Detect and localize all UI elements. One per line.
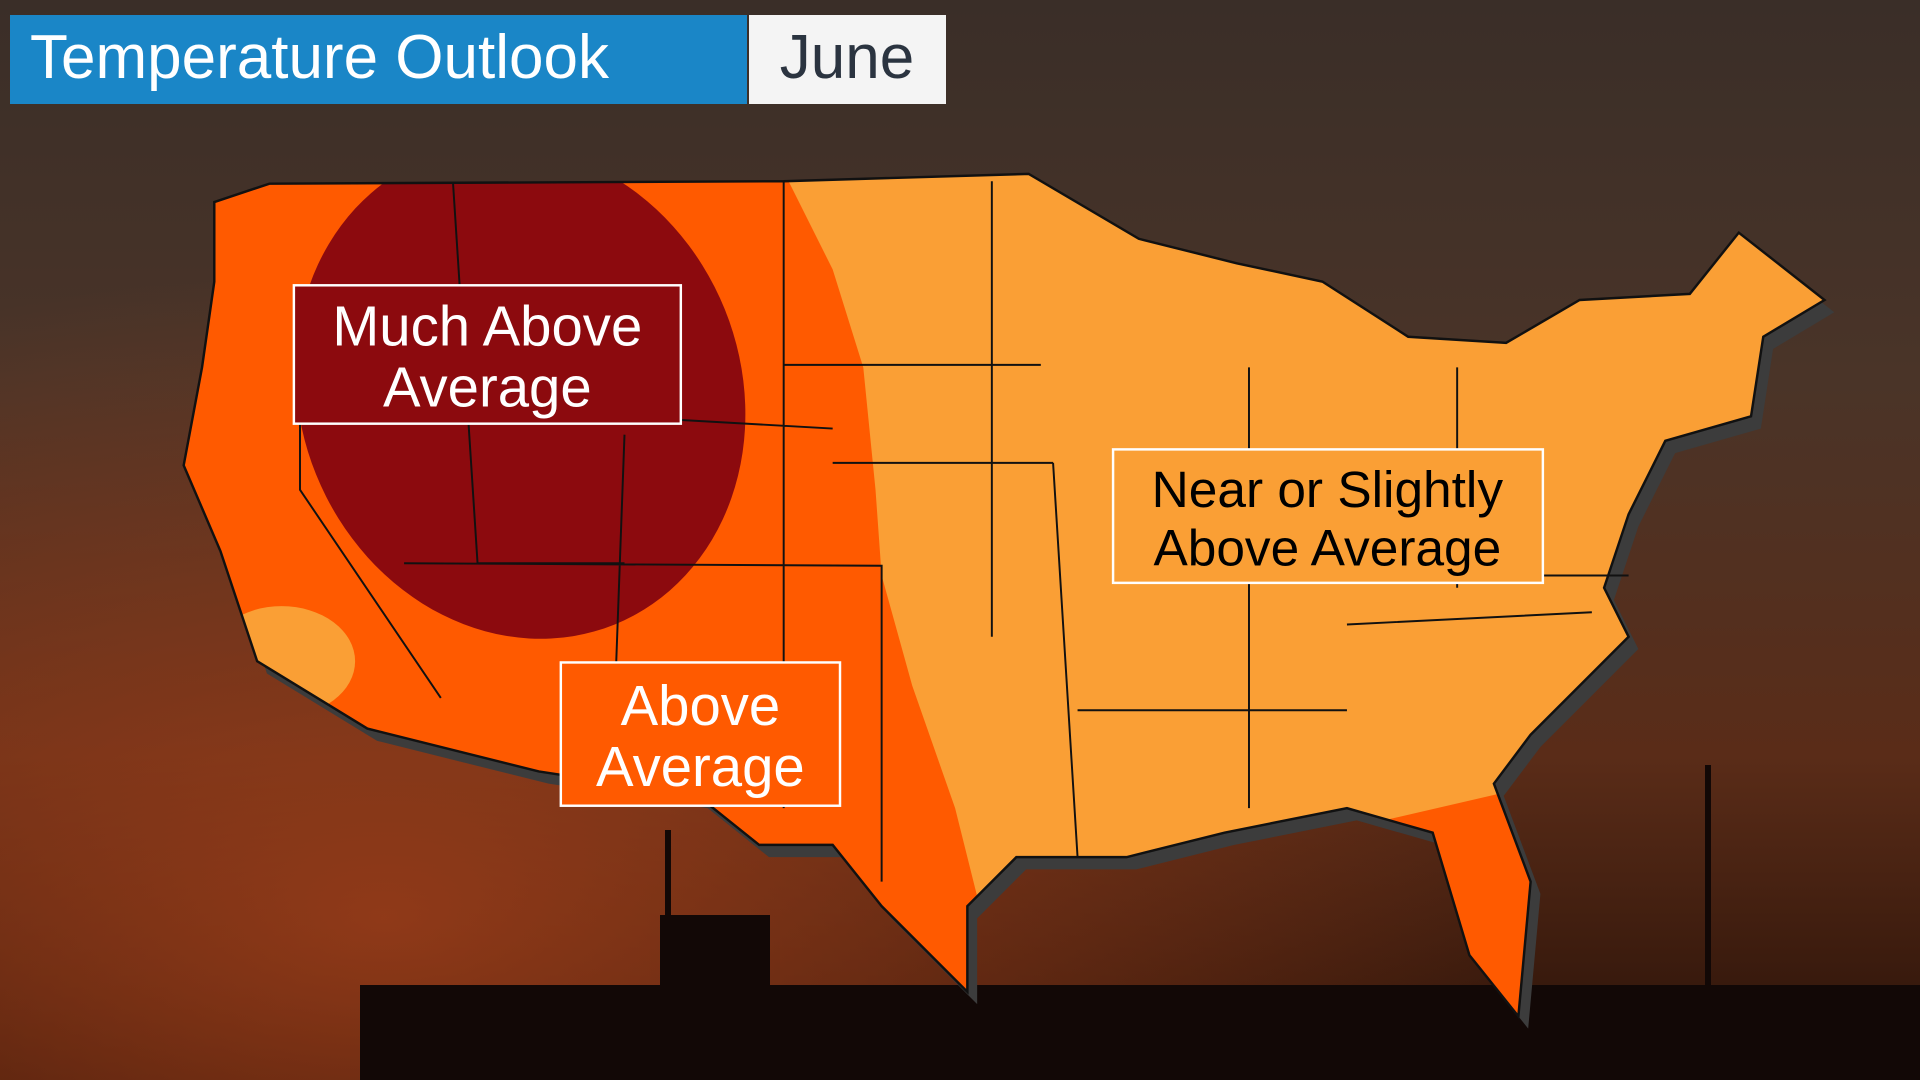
label-line: Much Above bbox=[332, 294, 642, 357]
header: Temperature Outlook June bbox=[10, 15, 946, 104]
label-line: Average bbox=[383, 356, 592, 419]
label-above: Above Average bbox=[559, 661, 842, 807]
month: June bbox=[780, 23, 914, 92]
label-near: Near or Slightly Above Average bbox=[1111, 448, 1545, 585]
label-line: Near or Slightly bbox=[1152, 460, 1504, 518]
label-line: Above Average bbox=[1153, 519, 1501, 577]
label-line: Above bbox=[621, 674, 781, 737]
label-box bbox=[1111, 448, 1545, 585]
title: Temperature Outlook bbox=[30, 23, 610, 92]
label-box bbox=[292, 284, 683, 425]
label-box bbox=[559, 661, 842, 807]
month-box bbox=[749, 15, 946, 104]
title-box bbox=[10, 15, 747, 104]
label-much-above: Much Above Average bbox=[292, 284, 683, 425]
pier-silhouette bbox=[360, 765, 1920, 1080]
label-line: Average bbox=[596, 735, 805, 798]
